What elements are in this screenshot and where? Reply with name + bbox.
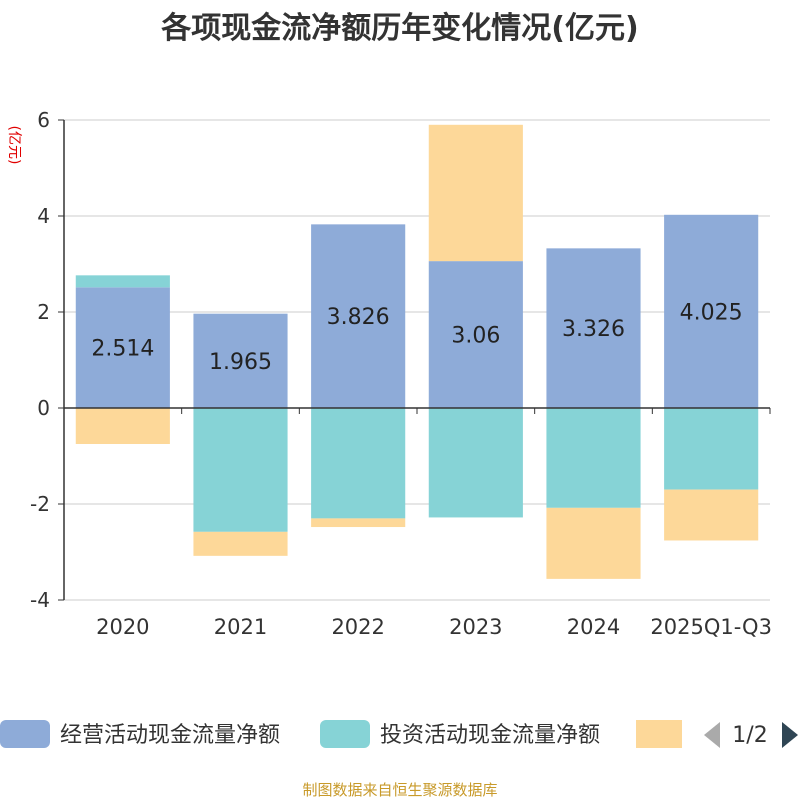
bars [75, 124, 759, 579]
y-tick-label: 4 [37, 204, 50, 228]
bar-series-1-2023[interactable] [428, 408, 523, 518]
bar-series-0-2024[interactable] [546, 248, 641, 408]
legend-swatch-0 [0, 720, 50, 748]
y-tick-label: 2 [37, 300, 50, 324]
legend-label-1: 投资活动现金流量净额 [380, 723, 600, 748]
bar-series-2-2023[interactable] [428, 124, 523, 262]
x-tick-label: 2023 [449, 615, 502, 639]
grid-lines [64, 119, 770, 601]
legend-prev-page-icon[interactable] [704, 722, 720, 748]
bar-series-0-2023[interactable] [428, 261, 523, 408]
data-labels: 2.514 1.965 3.826 3.06 3.326 4.025 [91, 300, 742, 374]
bar-series-1-2025Q1-Q3[interactable] [664, 408, 759, 490]
y-tick-label: -2 [30, 492, 50, 516]
source-note: 制图数据来自恒生聚源数据库 [302, 781, 497, 799]
legend-item-0[interactable]: 经营活动现金流量净额 [0, 720, 280, 748]
legend-next-page-icon[interactable] [782, 722, 798, 748]
axes [58, 119, 771, 601]
y-tick-labels: 6 4 2 0 -2 -4 [30, 108, 50, 612]
bar-series-2-2024[interactable] [546, 507, 641, 579]
bar-series-0-2020[interactable] [75, 287, 170, 408]
legend-page-indicator: 1/2 [732, 723, 767, 748]
y-axis-unit-label: (亿元) [6, 126, 22, 165]
data-label: 3.326 [562, 317, 625, 342]
bar-series-1-2021[interactable] [193, 408, 288, 532]
legend-label-0: 经营活动现金流量净额 [60, 723, 280, 748]
data-label: 2.514 [91, 337, 154, 362]
y-tick-label: -4 [30, 588, 50, 612]
legend-item-1[interactable]: 投资活动现金流量净额 [320, 720, 600, 748]
x-tick-label: 2025Q1-Q3 [650, 615, 772, 639]
legend-swatch-1 [320, 720, 370, 748]
x-tick-label: 2024 [567, 615, 620, 639]
x-tick-label: 2021 [214, 615, 267, 639]
bar-series-0-2025Q1-Q3[interactable] [664, 214, 759, 408]
x-tick-label: 2022 [331, 615, 384, 639]
bar-series-2-2020[interactable] [75, 408, 170, 444]
legend: 经营活动现金流量净额 投资活动现金流量净额 1/2 [0, 720, 798, 748]
y-tick-label: 0 [37, 396, 50, 420]
bar-series-2-2021[interactable] [193, 531, 288, 556]
legend-swatch-2 [636, 720, 682, 748]
bar-series-1-2024[interactable] [546, 408, 641, 508]
bar-series-1-2022[interactable] [311, 408, 406, 519]
data-label: 1.965 [209, 350, 272, 375]
bar-series-0-2022[interactable] [311, 224, 406, 408]
bar-series-1-2020[interactable] [75, 275, 170, 288]
data-label: 3.826 [327, 305, 390, 330]
bar-series-2-2025Q1-Q3[interactable] [664, 489, 759, 541]
bar-series-2-2022[interactable] [311, 518, 406, 528]
data-label: 3.06 [451, 324, 500, 349]
y-tick-label: 6 [37, 108, 50, 132]
data-label: 4.025 [680, 300, 743, 325]
bar-series-0-2021[interactable] [193, 313, 288, 408]
legend-item-2[interactable] [636, 720, 682, 748]
x-tick-label: 2020 [96, 615, 149, 639]
x-tick-labels: 2020 2021 2022 2023 2024 2025Q1-Q3 [96, 615, 772, 639]
chart-title: 各项现金流净额历年变化情况(亿元) [160, 11, 638, 46]
